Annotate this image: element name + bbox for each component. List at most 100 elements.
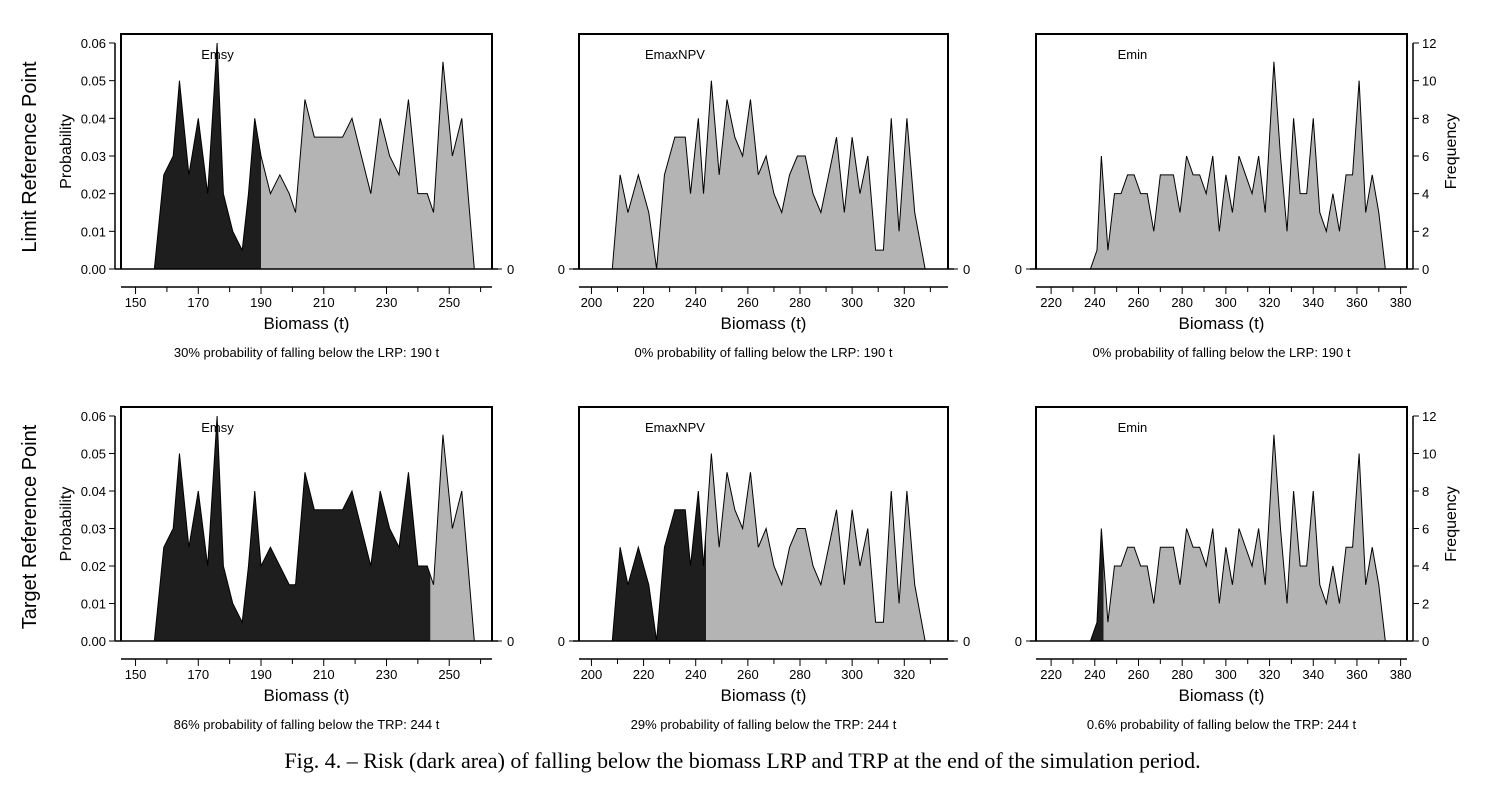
area-light (612, 80, 926, 269)
x-tick-label: 360 (1346, 667, 1368, 682)
x-tick-label: 230 (376, 295, 398, 310)
probability-note: 30% probability of falling below the LRP… (174, 345, 440, 360)
area-group (153, 415, 475, 641)
x-tick-label: 170 (187, 667, 209, 682)
y2-tick-label: 4 (1422, 559, 1429, 574)
y-axis-label: Probability (58, 487, 75, 562)
x-tick-label: 220 (633, 667, 655, 682)
x-tick-label: 280 (789, 667, 811, 682)
risk-area-dark (154, 416, 431, 641)
area-light (261, 61, 475, 269)
y-tick-label: 0.02 (81, 187, 106, 202)
x-tick-label: 280 (1171, 667, 1193, 682)
figure-panels: Limit Reference Point Target Reference P… (19, 33, 1460, 732)
x-tick-label: 250 (438, 667, 460, 682)
x-tick-label: 260 (1128, 667, 1150, 682)
y2-tick-label: 8 (1422, 484, 1429, 499)
x-tick-label: 300 (841, 295, 863, 310)
x-tick-label: 260 (737, 295, 759, 310)
y2-axis-label: Frequency (1443, 114, 1460, 190)
y2-tick-label: 0 (1422, 262, 1429, 277)
x-tick-label: 280 (789, 295, 811, 310)
y-tick-label: 0.00 (81, 634, 106, 649)
area-light (430, 434, 475, 641)
density-line (611, 453, 926, 641)
y2-tick-label-zero: 0 (963, 634, 970, 649)
x-tick-label: 190 (250, 295, 272, 310)
x-tick-label: 240 (1084, 667, 1106, 682)
x-axis-label: Biomass (t) (264, 686, 350, 705)
area-light (1103, 434, 1386, 641)
x-axis-label: Biomass (t) (721, 686, 807, 705)
y-tick-label: 0.03 (81, 149, 106, 164)
x-tick-label: 320 (1259, 667, 1281, 682)
x-tick-label: 260 (737, 667, 759, 682)
risk-area-dark (1090, 528, 1104, 641)
x-axis-label: Biomass (t) (264, 314, 350, 333)
x-tick-label: 320 (893, 667, 915, 682)
density-line (611, 80, 926, 269)
panel-2: 200 220 240 260 280 300 320 Biomass (t) 0% proba… (558, 33, 970, 360)
y-tick-label-zero: 0 (1015, 634, 1022, 649)
y-tick-label: 0.05 (81, 74, 106, 89)
area-group (611, 453, 926, 641)
x-axis-label: Biomass (t) (721, 314, 807, 333)
panel-title: Emsy (201, 47, 234, 62)
y2-axis-label: Frequency (1443, 486, 1460, 562)
x-tick-label: 150 (125, 667, 147, 682)
x-tick-label: 220 (1040, 667, 1062, 682)
y2-tick-label-zero: 0 (507, 262, 514, 277)
x-axis-label: Biomass (t) (1179, 686, 1265, 705)
y2-tick-label: 6 (1422, 149, 1429, 164)
figure-caption: Fig. 4. – Risk (dark area) of falling be… (284, 748, 1201, 773)
x-tick-label: 170 (187, 295, 209, 310)
x-tick-label: 300 (841, 667, 863, 682)
y-tick-label-zero: 0 (558, 262, 565, 277)
x-tick-label: 220 (633, 295, 655, 310)
panel-frame (120, 406, 493, 641)
x-tick-label: 220 (1040, 295, 1062, 310)
panel-title: Emin (1118, 420, 1148, 435)
y-tick-label: 0.06 (81, 36, 106, 51)
panel-title: Emsy (201, 420, 234, 435)
y-tick-label: 0.04 (81, 484, 106, 499)
y2-tick-label: 10 (1422, 447, 1436, 462)
panel-title: EmaxNPV (645, 47, 705, 62)
x-tick-label: 200 (581, 295, 603, 310)
y-tick-label: 0.01 (81, 597, 106, 612)
x-tick-label: 280 (1171, 295, 1193, 310)
y-tick-label: 0.06 (81, 409, 106, 424)
y-tick-label-zero: 0 (1015, 262, 1022, 277)
y2-tick-label: 10 (1422, 74, 1436, 89)
x-tick-label: 150 (125, 295, 147, 310)
area-group (153, 42, 475, 269)
x-axis-label: Biomass (t) (1179, 314, 1265, 333)
panel-title: EmaxNPV (645, 420, 705, 435)
y-tick-label: 0.05 (81, 447, 106, 462)
panel-frame (1035, 406, 1408, 641)
x-tick-label: 300 (1215, 295, 1237, 310)
y2-tick-label: 6 (1422, 522, 1429, 537)
panel-frame (1035, 33, 1408, 269)
y-tick-label: 0.02 (81, 559, 106, 574)
y-tick-label: 0.00 (81, 262, 106, 277)
x-tick-label: 210 (313, 295, 335, 310)
panel-title: Emin (1118, 47, 1148, 62)
x-tick-label: 240 (1084, 295, 1106, 310)
panel-frame (578, 33, 949, 269)
density-line (1089, 434, 1386, 641)
y-axis-label: Probability (58, 114, 75, 189)
risk-area-dark (154, 43, 262, 269)
y2-tick-label: 2 (1422, 224, 1429, 239)
x-tick-label: 380 (1390, 667, 1412, 682)
x-tick-label: 240 (685, 295, 707, 310)
area-light (706, 453, 926, 641)
probability-note: 86% probability of falling below the TRP… (174, 717, 440, 732)
panel-frame (578, 406, 949, 641)
x-tick-label: 360 (1346, 295, 1368, 310)
density-line (153, 42, 475, 269)
x-tick-label: 300 (1215, 667, 1237, 682)
x-tick-label: 230 (376, 667, 398, 682)
